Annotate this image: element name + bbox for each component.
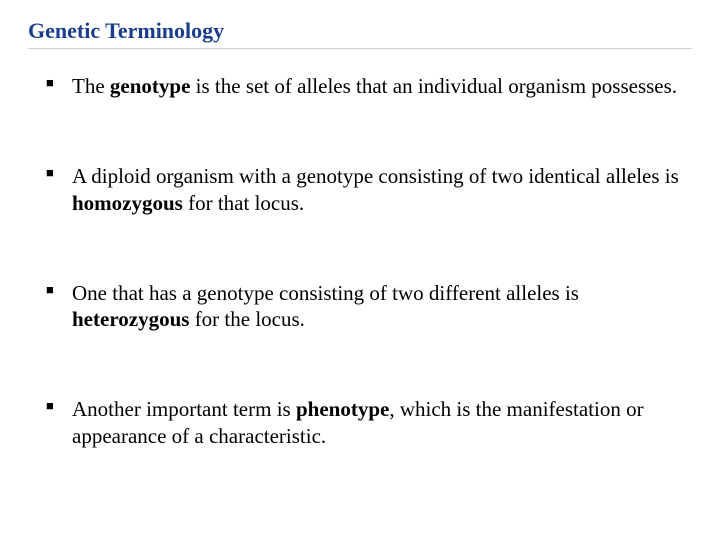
bullet-list: The genotype is the set of alleles that …: [28, 73, 692, 449]
slide-title: Genetic Terminology: [28, 18, 692, 49]
body-text: for the locus.: [189, 307, 304, 331]
list-item: The genotype is the set of alleles that …: [46, 73, 682, 99]
body-text: is the set of alleles that an individual…: [190, 74, 677, 98]
bold-text: heterozygous: [72, 307, 189, 331]
body-text: One that has a genotype consisting of tw…: [72, 281, 579, 305]
list-item: A diploid organism with a genotype consi…: [46, 163, 682, 216]
body-text: The: [72, 74, 110, 98]
bold-text: homozygous: [72, 191, 183, 215]
body-text: Another important term is: [72, 397, 296, 421]
bold-text: genotype: [110, 74, 191, 98]
bold-text: phenotype: [296, 397, 389, 421]
body-text: for that locus.: [183, 191, 304, 215]
body-text: A diploid organism with a genotype consi…: [72, 164, 679, 188]
list-item: One that has a genotype consisting of tw…: [46, 280, 682, 333]
list-item: Another important term is phenotype, whi…: [46, 396, 682, 449]
slide: Genetic Terminology The genotype is the …: [0, 0, 720, 540]
